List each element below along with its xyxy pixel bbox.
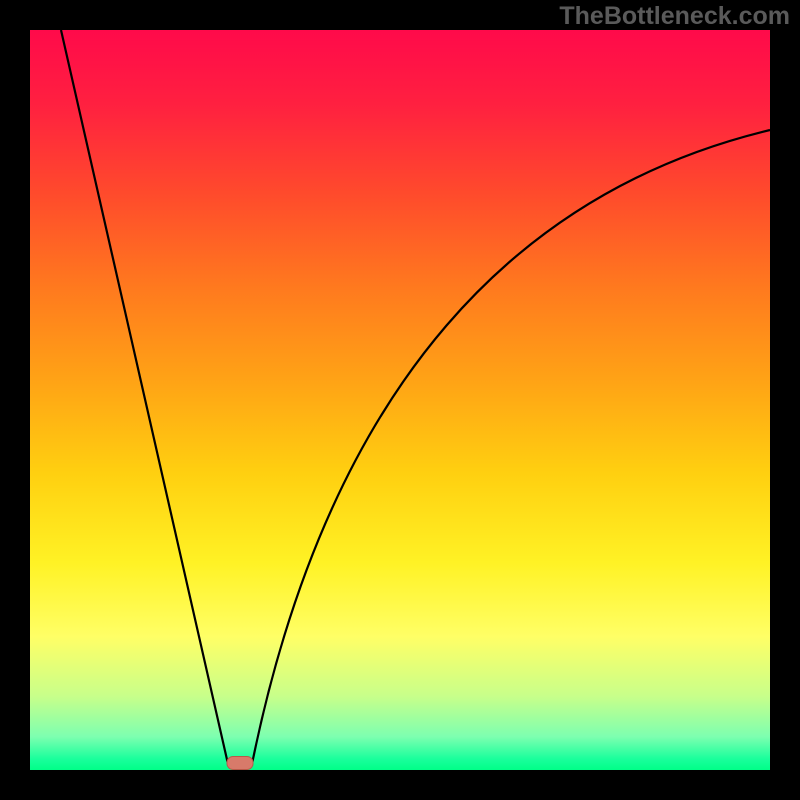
bottleneck-chart bbox=[0, 0, 800, 800]
frame-bottom bbox=[0, 770, 800, 800]
minimum-marker bbox=[227, 757, 253, 770]
frame-right bbox=[770, 0, 800, 800]
frame-left bbox=[0, 0, 30, 800]
watermark-text: TheBottleneck.com bbox=[559, 2, 790, 31]
gradient-background bbox=[30, 30, 770, 770]
